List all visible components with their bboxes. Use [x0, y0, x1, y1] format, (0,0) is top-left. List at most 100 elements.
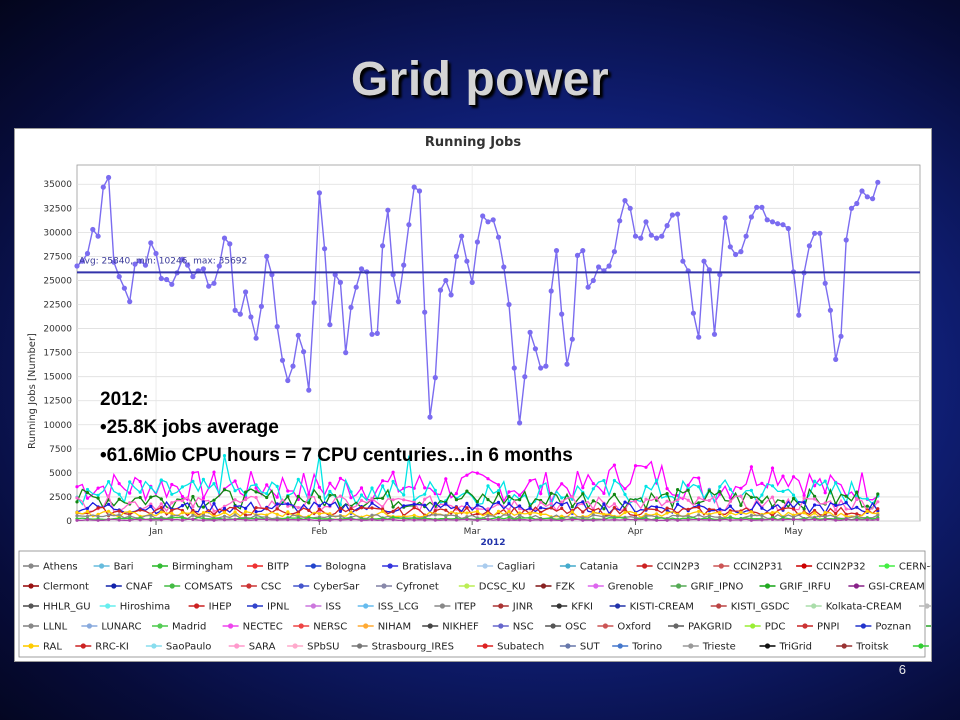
total-series-point: [148, 240, 154, 246]
site-series-point: [201, 518, 205, 522]
site-series-point: [170, 511, 174, 516]
site-series-point: [328, 481, 332, 485]
site-series-point: [244, 506, 248, 510]
legend-entry: Troitsk: [836, 642, 889, 653]
site-series-point: [528, 506, 532, 510]
site-series-point: [475, 512, 479, 516]
legend-swatch-marker: [292, 643, 298, 649]
legend-label: RAL: [43, 642, 62, 653]
site-series-point: [728, 504, 732, 508]
total-series-point: [337, 279, 343, 285]
site-series-point: [760, 481, 764, 485]
site-series-point: [855, 512, 859, 516]
total-series-point: [522, 374, 528, 380]
site-series-point: [644, 507, 648, 511]
site-series-point: [844, 517, 848, 521]
legend-swatch-marker: [80, 643, 86, 649]
site-series-point: [180, 499, 184, 503]
site-series-point: [655, 518, 659, 522]
site-series-point: [834, 503, 838, 507]
legend-swatch-marker: [841, 643, 847, 649]
legend-entry: OSC: [545, 622, 586, 633]
site-series-point: [244, 513, 248, 517]
site-series-point: [475, 509, 479, 513]
legend-entry: HHLR_GU: [23, 602, 91, 613]
total-series-point: [406, 222, 412, 228]
site-series-point: [307, 518, 311, 522]
x-axis-label: 2012: [480, 538, 505, 548]
site-series-point: [707, 507, 711, 511]
site-series-point: [676, 514, 680, 518]
site-series-point: [739, 518, 743, 522]
site-series-point: [570, 505, 574, 509]
site-series-point: [128, 514, 132, 518]
site-series-point: [507, 502, 511, 506]
total-series-point: [833, 356, 839, 362]
site-series-point: [486, 477, 490, 481]
site-series-point: [834, 518, 838, 522]
y-tick-label: 27500: [43, 252, 72, 262]
total-series-point: [127, 299, 133, 305]
site-series-point: [570, 510, 574, 514]
site-series-point: [539, 492, 543, 496]
total-series-point: [79, 258, 85, 264]
site-series-point: [222, 488, 227, 492]
y-tick-label: 17500: [43, 349, 72, 359]
total-series-point: [343, 350, 349, 356]
legend-label: ITEP: [454, 602, 475, 613]
site-series-point: [791, 515, 796, 519]
total-series-point: [606, 263, 612, 269]
site-series-point: [718, 490, 722, 494]
site-series-point: [834, 508, 838, 512]
site-series-point: [381, 518, 385, 522]
site-series-point: [286, 504, 290, 508]
legend-entry: PDC: [744, 622, 785, 633]
legend-entry: KISTI-CREAM: [609, 602, 694, 613]
legend-swatch-marker: [28, 623, 34, 629]
site-series-point: [85, 496, 90, 500]
legend-label: Trieste: [702, 642, 736, 653]
site-series-point: [507, 495, 511, 499]
total-series-point: [390, 272, 396, 278]
site-series-point: [475, 507, 479, 511]
site-series-point: [644, 514, 648, 518]
legend-entry: Catania: [559, 562, 618, 573]
site-series-point: [728, 499, 732, 504]
y-tick-label: 7500: [49, 445, 72, 455]
site-series-point: [602, 515, 606, 519]
site-series-point: [813, 494, 817, 498]
legend-swatch-marker: [860, 623, 867, 629]
y-tick-label: 5000: [49, 469, 72, 479]
site-series-point: [201, 477, 205, 481]
legend-entry: Grenoble: [587, 582, 653, 593]
legend-entry: Hiroshima: [99, 602, 170, 613]
annotation-heading: 2012:: [100, 389, 149, 410]
site-series-point: [539, 500, 543, 504]
site-series-point: [381, 496, 385, 500]
site-series-point: [296, 494, 300, 498]
site-series-point: [107, 502, 111, 506]
site-series-point: [813, 479, 817, 483]
legend-entry: Oxford: [597, 622, 651, 633]
total-series-point: [437, 287, 444, 293]
site-series-point: [507, 515, 511, 520]
site-series-point: [149, 504, 153, 508]
legend-swatch-marker: [750, 623, 756, 629]
site-series-point: [528, 479, 532, 483]
total-series-point: [100, 184, 106, 190]
site-series-point: [686, 514, 690, 518]
total-series-point: [638, 235, 644, 241]
site-series-point: [149, 518, 153, 522]
site-series-point: [307, 501, 311, 505]
total-series-point: [448, 292, 454, 298]
site-series-point: [359, 493, 364, 497]
total-series-point: [559, 311, 565, 317]
total-series-point: [648, 232, 654, 238]
annotation-box: 2012: 25.8K jobs average 61.6Mio CPU hou…: [100, 386, 573, 470]
site-series-point: [328, 503, 332, 507]
site-series-point: [222, 506, 227, 511]
site-series-point: [317, 518, 321, 522]
site-series-point: [623, 518, 627, 522]
total-series-point: [416, 188, 423, 194]
legend-label: Bratislava: [402, 562, 452, 573]
